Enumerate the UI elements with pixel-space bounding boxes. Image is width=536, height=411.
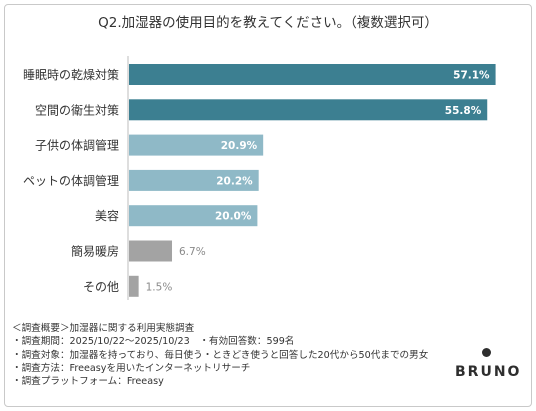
- note-line: ＜調査概要＞加湿器に関する利用実態調査: [12, 323, 195, 334]
- category-label: 子供の体調管理: [35, 138, 119, 153]
- bar: [129, 64, 496, 85]
- note-line: ・調査方法：Freeasyを用いたインターネットリサーチ: [12, 362, 251, 374]
- note-line: ・調査期間：2025/10/22～2025/10/23 ・有効回答数：599名: [12, 336, 295, 348]
- category-label: 簡易暖房: [71, 244, 119, 259]
- value-label: 20.0%: [215, 211, 252, 223]
- bar-chart: Q2.加湿器の使用目的を教えてください。（複数選択可） 睡眠時の乾燥対策 57.1…: [23, 14, 496, 300]
- note-line: ・調査対象：加湿器を持っており、毎日使う・ときどき使うと回答した20代から50代…: [12, 349, 429, 361]
- bar: [129, 240, 173, 262]
- category-label: 睡眠時の乾燥対策: [23, 68, 119, 82]
- bar: [129, 169, 259, 191]
- value-label: 20.2%: [216, 175, 253, 187]
- value-label: 6.7%: [179, 246, 206, 258]
- category-label: その他: [83, 280, 119, 294]
- bar: [129, 275, 139, 297]
- value-label: 55.8%: [445, 105, 482, 117]
- bar: [129, 205, 258, 227]
- brand-logo: BRUNO: [455, 364, 522, 380]
- bar: [129, 134, 264, 156]
- value-label: 1.5%: [146, 281, 173, 293]
- chart-title: Q2.加湿器の使用目的を教えてください。（複数選択可）: [98, 14, 438, 31]
- value-label: 57.1%: [453, 70, 490, 82]
- survey-notes: ＜調査概要＞加湿器に関する利用実態調査 ・調査期間：2025/10/22～202…: [12, 322, 428, 388]
- brand-logo-dot: [482, 348, 491, 357]
- note-line: ・調査プラットフォーム：Freeasy: [12, 376, 164, 388]
- category-label: 空間の衛生対策: [35, 103, 119, 117]
- category-label: ペットの体調管理: [23, 173, 119, 188]
- value-label: 20.9%: [221, 140, 258, 152]
- bar: [129, 99, 488, 121]
- category-label: 美容: [95, 208, 119, 223]
